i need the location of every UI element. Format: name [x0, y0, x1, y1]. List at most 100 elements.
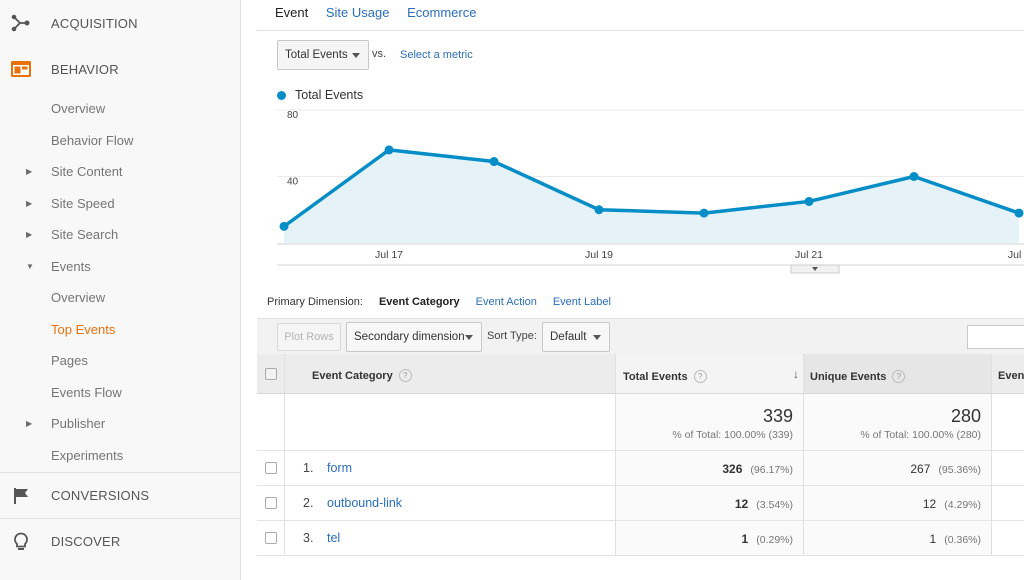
row-category-cell: 2. outbound-link	[285, 486, 616, 520]
sidebar-item-overview[interactable]: Overview	[51, 101, 106, 116]
header-total-events[interactable]: Total Events? ↓	[616, 354, 804, 393]
row-total: 12	[734, 497, 749, 511]
row-unique-cell: 267 (95.36%)	[804, 451, 992, 485]
row-category-link[interactable]: tel	[327, 531, 341, 545]
data-point	[909, 172, 919, 181]
chevron-down-icon	[593, 335, 601, 340]
collapse-triangle-icon[interactable]: ▼	[26, 262, 34, 271]
dimension-event-action[interactable]: Event Action	[475, 296, 537, 308]
row-checkbox[interactable]	[265, 497, 277, 509]
row-select-cell	[257, 521, 285, 555]
sidebar-item-site-content[interactable]: Site Content	[51, 164, 123, 179]
row-category-link[interactable]: form	[327, 461, 352, 475]
select-metric-link[interactable]: Select a metric	[400, 49, 473, 61]
row-index: 3.	[303, 531, 314, 545]
header-select-cell	[257, 354, 285, 393]
sidebar-item-events[interactable]: Events	[51, 259, 91, 274]
row-checkbox[interactable]	[265, 532, 277, 544]
sidebar-section-conversions[interactable]: CONVERSIONS	[0, 472, 240, 518]
primary-dimension-bar: Primary Dimension: Event Category Event …	[267, 296, 611, 308]
data-point	[279, 221, 289, 231]
main-content: Event Site Usage Ecommerce Total Events …	[257, 0, 1024, 580]
table-row: 1. form 326 (96.17%) 267 (95.36%)	[257, 451, 1024, 486]
sort-type-label: Sort Type:	[487, 330, 537, 342]
x-tick-label: Jul 19	[585, 249, 613, 261]
sidebar-item-top-events[interactable]: Top Events	[51, 322, 116, 337]
row-category-cell: 3. tel	[285, 521, 616, 555]
dimension-event-label[interactable]: Event Label	[552, 296, 611, 308]
y-tick-label: 40	[287, 177, 299, 188]
expand-triangle-icon[interactable]: ▶	[26, 167, 33, 176]
area-fill	[284, 149, 1019, 243]
totals-total-events: 339 % of Total: 100.00% (339)	[616, 394, 804, 450]
legend-label: Total Events	[295, 88, 364, 102]
sidebar-section-acquisition[interactable]: ACQUISITION	[0, 0, 240, 46]
sidebar-item-behavior-flow[interactable]: Behavior Flow	[51, 133, 134, 148]
row-checkbox[interactable]	[265, 462, 277, 474]
row-unique: 12	[922, 497, 937, 511]
sidebar-section-discover[interactable]: DISCOVER	[0, 518, 240, 564]
totals-empty-cell	[257, 394, 285, 450]
chart-legend: Total Events	[277, 88, 363, 102]
subtab-event[interactable]: Event	[275, 5, 309, 20]
header-event-category[interactable]: Event Category?	[285, 354, 616, 393]
header-unique-events[interactable]: Unique Events?	[804, 354, 992, 393]
divider	[257, 30, 1024, 31]
help-icon[interactable]: ?	[398, 369, 412, 382]
x-tick-label: Jul 17	[375, 249, 403, 261]
row-total-cell: 326 (96.17%)	[616, 451, 804, 485]
expand-triangle-icon[interactable]: ▶	[26, 419, 33, 428]
totals-empty-cell	[992, 394, 1024, 450]
explorer-subtabs: Event Site Usage Ecommerce	[275, 5, 490, 20]
row-unique-cell: 12 (4.29%)	[804, 486, 992, 520]
sidebar-section-behavior[interactable]: BEHAVIOR	[0, 46, 240, 92]
subtab-site-usage[interactable]: Site Usage	[325, 5, 390, 20]
expand-triangle-icon[interactable]: ▶	[26, 230, 33, 239]
section-label: DISCOVER	[51, 534, 121, 549]
row-unique-percent: (0.36%)	[944, 534, 981, 546]
primary-dimension-label: Primary Dimension:	[267, 296, 363, 308]
header-label: Event Category	[312, 369, 393, 382]
lightbulb-icon	[10, 531, 32, 553]
sort-down-arrow-icon: ↓	[793, 367, 799, 381]
x-tick-label: Jul 2	[1008, 249, 1024, 261]
select-all-checkbox[interactable]	[265, 368, 277, 380]
dimension-event-category[interactable]: Event Category	[378, 296, 460, 308]
section-label: ACQUISITION	[51, 15, 138, 31]
collapse-arrow-icon[interactable]	[812, 267, 818, 271]
subtab-ecommerce[interactable]: Ecommerce	[407, 5, 477, 20]
row-unique-percent: (4.29%)	[944, 499, 981, 511]
data-point	[594, 205, 604, 215]
y-tick-label: 80	[287, 110, 299, 121]
header-label: Unique Events	[810, 370, 887, 383]
row-index: 2.	[303, 496, 314, 510]
header-label: Event	[998, 370, 1024, 382]
sidebar-item-pages[interactable]: Pages	[51, 353, 88, 368]
vs-label: vs.	[372, 48, 387, 60]
sort-type-select[interactable]: Default	[542, 322, 610, 352]
secondary-dimension-select[interactable]: Secondary dimension	[346, 322, 482, 352]
row-total: 326	[722, 462, 743, 476]
sidebar-item-experiments[interactable]: Experiments	[51, 448, 124, 463]
metric-select[interactable]: Total Events	[277, 40, 369, 70]
plot-rows-button[interactable]: Plot Rows	[277, 323, 341, 351]
help-icon[interactable]: ?	[892, 370, 906, 383]
sidebar-item-publisher[interactable]: Publisher	[51, 416, 106, 431]
row-next-cell	[992, 486, 1024, 520]
sidebar-item-events-flow[interactable]: Events Flow	[51, 385, 122, 400]
sidebar-item-events-overview[interactable]: Overview	[51, 290, 106, 305]
sidebar-item-site-search[interactable]: Site Search	[51, 227, 119, 242]
help-icon[interactable]: ?	[693, 370, 707, 383]
table-search-input[interactable]	[967, 325, 1024, 349]
totals-empty-cell	[285, 394, 616, 450]
sort-type-value: Default	[550, 331, 587, 343]
row-unique: 267	[910, 462, 931, 476]
row-unique-cell: 1 (0.36%)	[804, 521, 992, 555]
sidebar-item-site-speed[interactable]: Site Speed	[51, 196, 115, 211]
table-row: 3. tel 1 (0.29%) 1 (0.36%)	[257, 521, 1024, 556]
expand-triangle-icon[interactable]: ▶	[26, 199, 33, 208]
x-tick-label: Jul 21	[795, 249, 823, 261]
total-percent: % of Total: 100.00% (280)	[860, 429, 981, 441]
row-category-link[interactable]: outbound-link	[327, 496, 403, 510]
header-next-column[interactable]: Event	[992, 354, 1024, 393]
